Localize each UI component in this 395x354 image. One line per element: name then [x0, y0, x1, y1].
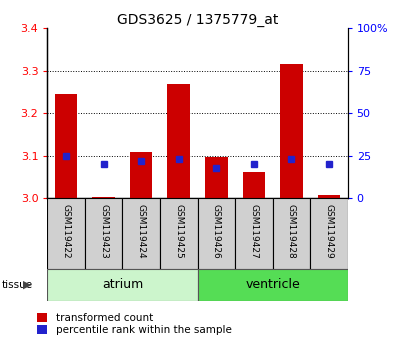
Text: GSM119424: GSM119424 — [137, 204, 146, 258]
Text: GSM119425: GSM119425 — [174, 204, 183, 259]
Title: GDS3625 / 1375779_at: GDS3625 / 1375779_at — [117, 13, 278, 27]
Text: atrium: atrium — [102, 279, 143, 291]
Bar — [92, 197, 115, 198]
Bar — [318, 195, 340, 198]
Text: tissue: tissue — [2, 280, 33, 290]
Text: GSM119429: GSM119429 — [324, 204, 333, 259]
Bar — [198, 198, 235, 269]
Bar — [85, 198, 122, 269]
Text: GSM119427: GSM119427 — [249, 204, 258, 259]
Bar — [243, 172, 265, 198]
Bar — [130, 152, 152, 198]
Text: ventricle: ventricle — [245, 279, 300, 291]
Bar — [310, 198, 348, 269]
Bar — [55, 94, 77, 198]
Bar — [122, 198, 160, 269]
Text: GSM119422: GSM119422 — [62, 204, 71, 258]
Bar — [47, 269, 198, 301]
Bar — [198, 269, 348, 301]
Legend: transformed count, percentile rank within the sample: transformed count, percentile rank withi… — [37, 313, 231, 335]
Bar — [160, 198, 198, 269]
Bar — [47, 198, 85, 269]
Bar — [235, 198, 273, 269]
Text: ▶: ▶ — [23, 280, 32, 290]
Bar — [205, 156, 228, 198]
Text: GSM119426: GSM119426 — [212, 204, 221, 259]
Bar — [273, 198, 310, 269]
Bar — [167, 84, 190, 198]
Text: GSM119423: GSM119423 — [99, 204, 108, 259]
Bar — [280, 64, 303, 198]
Text: GSM119428: GSM119428 — [287, 204, 296, 259]
